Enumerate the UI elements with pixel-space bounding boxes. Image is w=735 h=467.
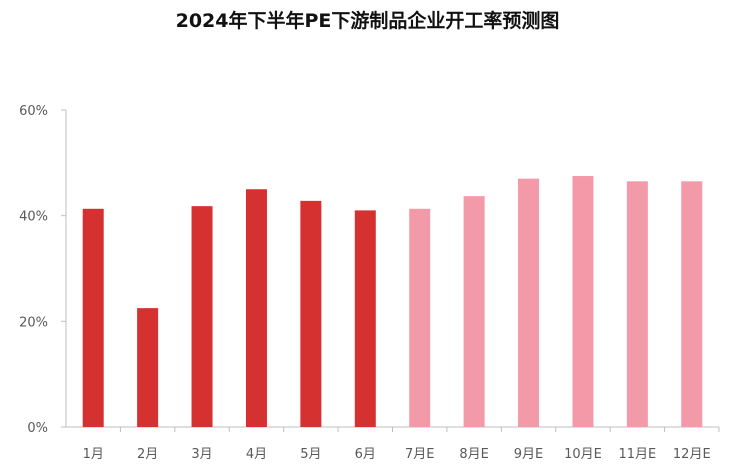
x-tick-label: 11月E <box>618 447 656 462</box>
x-tick-label: 10月E <box>564 447 602 462</box>
x-tick-label: 6月 <box>355 447 376 462</box>
x-tick-label: 8月E <box>459 447 489 462</box>
bar <box>354 210 376 427</box>
x-tick-label: 12月E <box>673 447 711 462</box>
x-tick-label: 5月 <box>300 447 321 462</box>
bar <box>245 189 267 427</box>
y-tick-label: 40% <box>19 210 48 225</box>
x-tick-label: 9月E <box>514 447 544 462</box>
bar <box>626 181 648 427</box>
bar <box>137 308 159 427</box>
bar <box>572 176 594 427</box>
bar <box>681 181 703 427</box>
x-tick-label: 7月E <box>405 447 435 462</box>
y-tick-label: 0% <box>27 421 48 436</box>
x-tick-label: 3月 <box>191 447 212 462</box>
x-tick-label: 2月 <box>137 447 158 462</box>
bar <box>300 200 322 427</box>
y-tick-label: 60% <box>19 104 48 119</box>
bar <box>82 208 104 427</box>
bar <box>463 196 485 427</box>
bar <box>409 208 431 427</box>
chart-title: 2024年下半年PE下游制品企业开工率预测图 <box>175 10 560 32</box>
y-tick-label: 20% <box>19 315 48 330</box>
bar <box>191 206 213 427</box>
bar <box>518 178 540 427</box>
x-tick-label: 4月 <box>246 447 267 462</box>
x-tick-label: 1月 <box>83 447 104 462</box>
